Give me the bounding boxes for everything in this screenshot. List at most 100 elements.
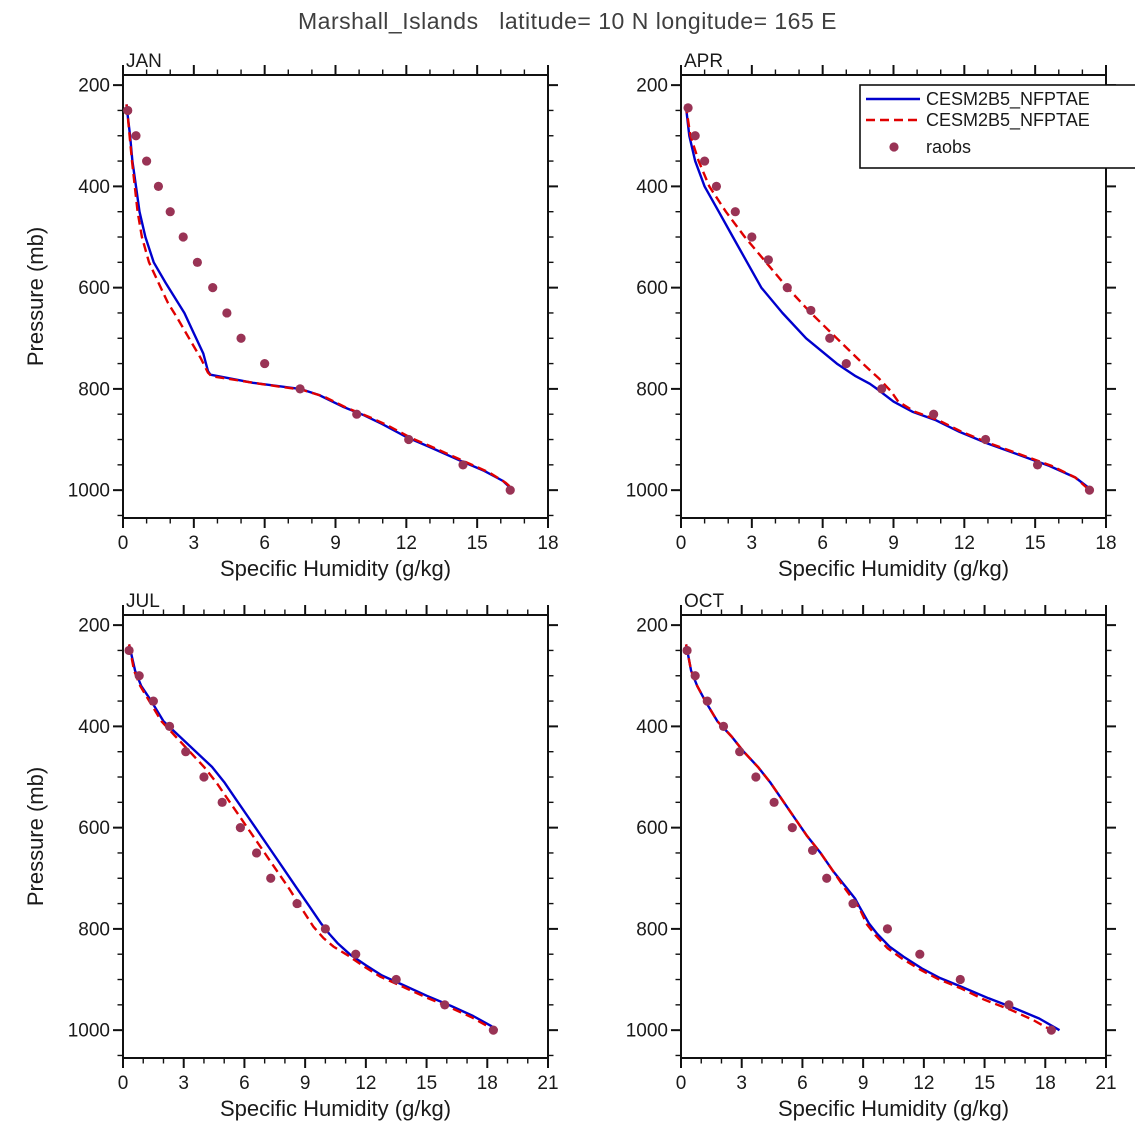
x-axis-label: Specific Humidity (g/kg) bbox=[220, 1096, 451, 1121]
y-tick-label: 400 bbox=[636, 717, 668, 738]
figure-title: Marshall_Islands latitude= 10 N longitud… bbox=[298, 8, 837, 34]
raobs-dot bbox=[806, 305, 816, 316]
raobs-dot bbox=[730, 207, 740, 217]
raobs-dot bbox=[142, 156, 152, 166]
x-tick-label: 21 bbox=[537, 1073, 558, 1094]
y-tick-label: 400 bbox=[78, 717, 110, 738]
y-axis-label: Pressure (mb) bbox=[23, 227, 48, 366]
y-tick-label: 800 bbox=[78, 919, 110, 940]
raobs-dot bbox=[217, 797, 227, 807]
y-tick-label: 1000 bbox=[68, 481, 110, 502]
raobs-dot bbox=[825, 333, 835, 343]
y-tick-label: 600 bbox=[78, 278, 110, 299]
raobs-dot bbox=[192, 257, 202, 267]
raobs-dot bbox=[165, 207, 175, 217]
x-tick-label: 0 bbox=[676, 1073, 687, 1094]
x-tick-label: 0 bbox=[118, 1073, 129, 1094]
raobs-dot bbox=[735, 747, 745, 757]
raobs-dot bbox=[260, 358, 270, 369]
raobs-dot bbox=[199, 772, 209, 782]
x-tick-label: 18 bbox=[537, 533, 558, 554]
raobs-dot bbox=[955, 974, 965, 985]
model-line-dashed bbox=[684, 104, 1091, 492]
y-tick-label: 200 bbox=[78, 616, 110, 637]
raobs-dot bbox=[700, 156, 710, 166]
x-tick-label: 9 bbox=[300, 1073, 311, 1094]
plot-box bbox=[122, 74, 549, 519]
model-line-dashed bbox=[684, 644, 1052, 1032]
raobs-dot bbox=[235, 823, 245, 833]
raobs-dot bbox=[148, 696, 158, 706]
y-tick-label: 600 bbox=[636, 818, 668, 839]
raobs-dot bbox=[690, 131, 700, 141]
panel-jan-chart: 0 3 6 9 12 15 18 200 400 600 800 1000 Specific Humid… bbox=[23, 51, 559, 581]
panel-jul-chart: 0 3 6 9 12 15 18 21 200 400 600 800 1000 Specific Hum… bbox=[23, 591, 559, 1121]
plot-box bbox=[122, 614, 549, 1059]
raobs-dot bbox=[848, 898, 858, 909]
raobs-dot bbox=[1004, 1000, 1014, 1010]
legend-dot-sample bbox=[889, 142, 899, 152]
y-tick-label: 400 bbox=[78, 177, 110, 198]
raobs-dot bbox=[702, 696, 712, 706]
y-tick-label: 1000 bbox=[626, 481, 668, 502]
x-tick-label: 12 bbox=[355, 1073, 376, 1094]
x-tick-label: 6 bbox=[797, 1073, 808, 1094]
model-line-dashed bbox=[125, 104, 515, 492]
model-line-solid bbox=[127, 644, 499, 1032]
panel-month-label: APR bbox=[684, 51, 723, 72]
raobs-dot bbox=[505, 485, 515, 495]
legend-label: CESM2B5_NFPTAE bbox=[926, 89, 1090, 110]
legend-label: CESM2B5_NFPTAE bbox=[926, 110, 1090, 131]
raobs-dot bbox=[123, 105, 133, 116]
y-tick-label: 800 bbox=[78, 379, 110, 400]
model-line-dashed bbox=[127, 644, 496, 1032]
panel-month-label: JAN bbox=[126, 51, 162, 72]
raobs-dot bbox=[763, 255, 773, 265]
x-tick-label: 3 bbox=[747, 533, 758, 554]
x-tick-label: 15 bbox=[1025, 533, 1046, 554]
model-line-solid bbox=[125, 104, 514, 492]
raobs-dot bbox=[164, 721, 175, 731]
x-tick-label: 3 bbox=[189, 533, 200, 554]
x-tick-label: 18 bbox=[1095, 533, 1116, 554]
raobs-dot bbox=[222, 308, 232, 318]
raobs-dot bbox=[787, 823, 797, 833]
plot-box bbox=[680, 614, 1107, 1059]
raobs-dot bbox=[440, 1000, 450, 1010]
x-tick-label: 12 bbox=[396, 533, 417, 554]
y-tick-label: 200 bbox=[636, 616, 668, 637]
raobs-dot bbox=[822, 873, 832, 883]
raobs-dot bbox=[980, 434, 991, 445]
raobs-dot bbox=[929, 409, 939, 419]
x-axis-label: Specific Humidity (g/kg) bbox=[778, 556, 1009, 581]
y-tick-label: 200 bbox=[78, 76, 110, 97]
y-tick-label: 600 bbox=[636, 278, 668, 299]
x-axis-label: Specific Humidity (g/kg) bbox=[220, 556, 451, 581]
raobs-dot bbox=[718, 721, 729, 731]
raobs-dot bbox=[751, 772, 761, 782]
raobs-dot bbox=[251, 848, 262, 858]
raobs-dot bbox=[747, 232, 757, 242]
raobs-dot bbox=[134, 671, 144, 681]
y-tick-label: 1000 bbox=[626, 1021, 668, 1042]
x-tick-label: 3 bbox=[736, 1073, 747, 1094]
x-tick-label: 9 bbox=[858, 1073, 869, 1094]
y-tick-label: 400 bbox=[636, 177, 668, 198]
x-tick-label: 21 bbox=[1095, 1073, 1116, 1094]
raobs-dot bbox=[877, 384, 887, 394]
raobs-dot bbox=[404, 434, 414, 445]
model-line-solid bbox=[684, 644, 1061, 1032]
raobs-dot bbox=[181, 747, 191, 757]
raobs-dot bbox=[782, 283, 792, 293]
raobs-dot bbox=[153, 181, 164, 191]
raobs-dot bbox=[391, 974, 401, 985]
raobs-dot bbox=[131, 131, 141, 141]
y-tick-label: 200 bbox=[636, 76, 668, 97]
raobs-dot bbox=[488, 1025, 498, 1035]
x-axis-label: Specific Humidity (g/kg) bbox=[778, 1096, 1009, 1121]
raobs-dot bbox=[178, 232, 188, 242]
x-tick-label: 6 bbox=[259, 533, 270, 554]
x-tick-label: 0 bbox=[118, 533, 129, 554]
x-tick-label: 12 bbox=[954, 533, 975, 554]
